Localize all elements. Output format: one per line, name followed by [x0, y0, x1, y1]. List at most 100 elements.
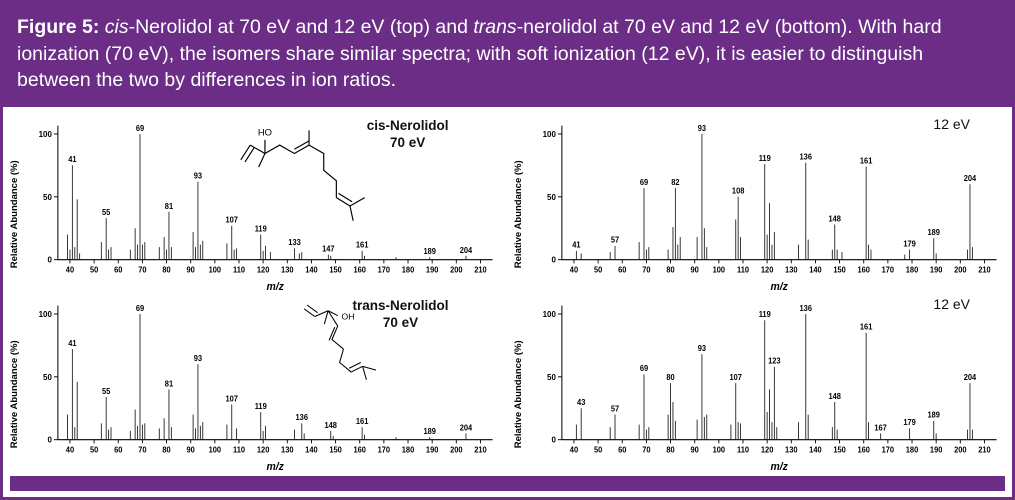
- svg-text:133: 133: [288, 238, 300, 247]
- svg-text:110: 110: [233, 265, 245, 274]
- svg-text:119: 119: [255, 401, 267, 410]
- svg-text:50: 50: [547, 372, 556, 381]
- svg-text:80: 80: [666, 373, 674, 382]
- svg-text:150: 150: [833, 265, 845, 274]
- svg-text:179: 179: [903, 418, 915, 427]
- svg-text:136: 136: [799, 152, 811, 161]
- svg-text:55: 55: [102, 207, 111, 216]
- svg-text:81: 81: [165, 201, 174, 210]
- svg-text:82: 82: [671, 177, 679, 186]
- axes: 40 50 60 70 80 90 100 110 120 130 140 150 160 170 180 1…: [542, 125, 997, 293]
- svg-text:123: 123: [768, 356, 780, 365]
- spectrum-panel-cis-12ev: Relative Abundance (%) 40 50 60 70 80 90 100 11…: [511, 113, 1005, 293]
- svg-text:140: 140: [809, 265, 821, 274]
- svg-text:161: 161: [859, 156, 872, 165]
- svg-text:204: 204: [460, 423, 473, 432]
- svg-text:93: 93: [697, 344, 705, 353]
- svg-text:50: 50: [90, 265, 98, 274]
- svg-text:161: 161: [356, 417, 369, 426]
- svg-text:50: 50: [547, 192, 556, 201]
- svg-text:57: 57: [610, 404, 618, 413]
- peaks: 41 57 69 82 93 108 119 136 148 161 179 189 204: [572, 123, 976, 260]
- svg-text:50: 50: [593, 445, 601, 454]
- svg-text:200: 200: [450, 445, 462, 454]
- svg-text:200: 200: [954, 265, 966, 274]
- svg-text:119: 119: [758, 153, 770, 162]
- svg-text:189: 189: [927, 410, 939, 419]
- svg-text:60: 60: [114, 265, 122, 274]
- svg-text:70: 70: [138, 445, 146, 454]
- svg-text:148: 148: [828, 214, 841, 223]
- svg-text:41: 41: [68, 339, 77, 348]
- svg-text:170: 170: [881, 445, 893, 454]
- svg-text:40: 40: [66, 445, 74, 454]
- svg-text:161: 161: [859, 322, 872, 331]
- svg-text:90: 90: [690, 265, 698, 274]
- spectrum-panel-trans-12ev: Relative Abundance (%) 40 50 60 70 80 90 100 11…: [511, 293, 1005, 473]
- svg-text:179: 179: [903, 239, 915, 248]
- axes: 40 50 60 70 80 90 100 110 120 130 140 150 160 170 180 1…: [39, 305, 493, 473]
- y-axis-label: Relative Abundance (%): [512, 159, 524, 268]
- svg-text:130: 130: [281, 265, 293, 274]
- peaks: 41 55 69 81 93 107 119 133 147 161 189 204: [67, 123, 473, 260]
- svg-text:40: 40: [569, 445, 577, 454]
- svg-text:60: 60: [618, 445, 626, 454]
- svg-text:210: 210: [978, 445, 990, 454]
- svg-text:40: 40: [66, 265, 74, 274]
- svg-text:70: 70: [642, 445, 650, 454]
- svg-text:57: 57: [610, 235, 618, 244]
- plot-area: 40 50 60 70 80 90 100 110 120 130 140 150 160 170 180 1…: [22, 293, 501, 473]
- svg-text:90: 90: [187, 445, 195, 454]
- svg-text:189: 189: [927, 228, 939, 237]
- svg-text:m/z: m/z: [770, 461, 788, 473]
- svg-text:43: 43: [577, 398, 585, 407]
- svg-text:41: 41: [572, 240, 581, 249]
- mass-spectrum-chart-trans-12ev: 40 50 60 70 80 90 100 110 120 130 140 150 160 170 180 1…: [542, 303, 997, 473]
- bottom-accent-bar: [10, 476, 1005, 491]
- plot-area: 40 50 60 70 80 90 100 110 120 130 140 150 160 170 180 1…: [22, 113, 501, 293]
- svg-text:110: 110: [233, 445, 245, 454]
- svg-text:150: 150: [329, 265, 341, 274]
- svg-text:170: 170: [378, 445, 390, 454]
- axes: 40 50 60 70 80 90 100 110 120 130 140 150 160 170 180 1…: [39, 125, 493, 293]
- y-axis-label: Relative Abundance (%): [512, 339, 524, 448]
- svg-text:190: 190: [929, 265, 941, 274]
- svg-text:204: 204: [963, 173, 976, 182]
- svg-text:80: 80: [162, 265, 170, 274]
- svg-text:160: 160: [857, 265, 869, 274]
- svg-text:160: 160: [857, 445, 869, 454]
- svg-text:170: 170: [378, 265, 390, 274]
- mass-spectrum-chart-cis-70ev: 40 50 60 70 80 90 100 110 120 130 140 150 160 170 180 1…: [39, 123, 493, 293]
- svg-text:210: 210: [978, 265, 990, 274]
- axes: 40 50 60 70 80 90 100 110 120 130 140 150 160 170 180 1…: [542, 305, 997, 473]
- svg-text:119: 119: [758, 310, 770, 319]
- svg-text:0: 0: [47, 435, 52, 444]
- peaks: 43 57 69 80 93 107 119 123 136 148 161 167 179 189 204: [575, 303, 976, 440]
- svg-text:170: 170: [881, 265, 893, 274]
- svg-text:41: 41: [68, 155, 77, 164]
- plot-area: 40 50 60 70 80 90 100 110 120 130 140 150 160 170 180 1…: [526, 113, 1005, 293]
- svg-text:160: 160: [353, 265, 365, 274]
- svg-text:100: 100: [39, 309, 53, 318]
- svg-text:189: 189: [424, 427, 436, 436]
- svg-text:147: 147: [322, 244, 334, 253]
- svg-text:107: 107: [226, 394, 238, 403]
- svg-text:50: 50: [43, 372, 52, 381]
- svg-text:m/z: m/z: [266, 280, 284, 292]
- svg-text:150: 150: [329, 445, 341, 454]
- svg-text:130: 130: [785, 445, 797, 454]
- svg-text:180: 180: [402, 445, 414, 454]
- svg-text:180: 180: [402, 265, 414, 274]
- svg-text:140: 140: [809, 445, 821, 454]
- svg-text:204: 204: [460, 245, 473, 254]
- peaks: 41 55 69 81 93 107 119 136 148 161 189 204: [67, 303, 473, 440]
- svg-text:93: 93: [194, 171, 202, 180]
- svg-text:136: 136: [296, 413, 308, 422]
- svg-text:140: 140: [305, 445, 317, 454]
- svg-text:160: 160: [353, 445, 365, 454]
- svg-text:204: 204: [963, 373, 976, 382]
- svg-text:120: 120: [257, 445, 269, 454]
- svg-text:50: 50: [593, 265, 601, 274]
- svg-text:50: 50: [43, 192, 52, 201]
